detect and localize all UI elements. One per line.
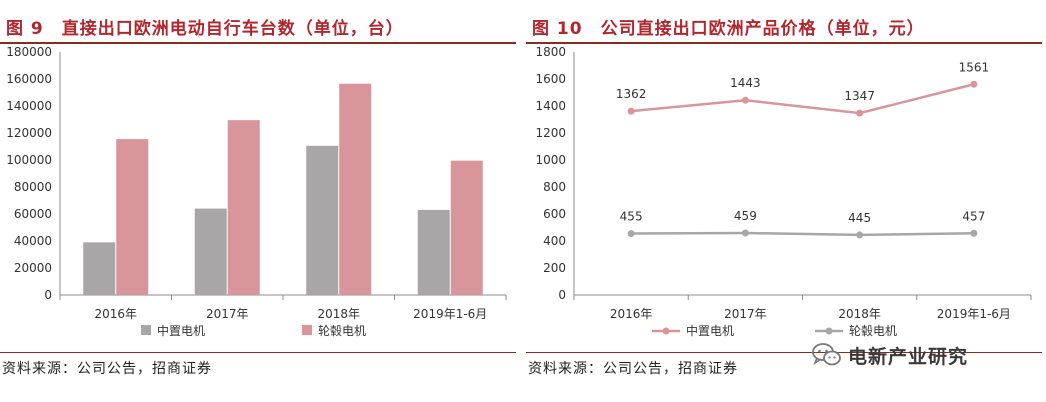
data-point <box>856 231 864 239</box>
y-tick-label: 20000 <box>14 261 52 275</box>
left-title-rule <box>0 42 516 44</box>
legend-swatch <box>302 325 312 335</box>
left-figure-title: 图 9 直接出口欧洲电动自行车台数（单位，台） <box>6 19 404 39</box>
data-point <box>627 230 635 238</box>
right-figure-title: 图 10 公司直接出口欧洲产品价格（单位，元） <box>532 19 925 39</box>
y-tick-label: 80000 <box>14 180 52 194</box>
legend-label: 中置电机 <box>686 323 734 338</box>
x-tick-label: 2016年 <box>610 307 653 321</box>
data-label: 459 <box>734 209 757 223</box>
data-point <box>741 96 749 104</box>
data-label: 445 <box>848 211 871 225</box>
y-tick-label: 160000 <box>6 72 52 86</box>
legend-marker <box>662 327 670 335</box>
right-title-rule <box>526 42 1042 44</box>
x-tick-label: 2018年 <box>838 307 881 321</box>
right-panel: 图 10 公司直接出口欧洲产品价格（单位，元） 0 200 400 600 800 100… <box>526 0 1042 402</box>
legend-swatch <box>141 325 151 335</box>
data-point <box>741 229 749 237</box>
watermark-text: 电新产业研究 <box>848 345 969 368</box>
x-tick-label: 2016年 <box>94 307 137 321</box>
right-bottom-rule <box>526 352 1042 353</box>
y-tick-label: 200 <box>543 261 566 275</box>
y-tick-label: 1800 <box>535 45 566 59</box>
data-label: 1443 <box>730 76 761 90</box>
x-tick-label: 2019年1-6月 <box>937 307 1011 321</box>
y-tick-label: 100000 <box>6 153 52 167</box>
bar <box>450 160 483 295</box>
y-tick-label: 1200 <box>535 126 566 140</box>
bar <box>339 83 372 295</box>
data-point <box>970 229 978 237</box>
legend-label: 中置电机 <box>157 323 205 338</box>
left-panel: 图 9 直接出口欧洲电动自行车台数（单位，台） 0 20000 40000 60000… <box>0 0 516 402</box>
x-tick-label: 2018年 <box>317 307 360 321</box>
y-tick-label: 600 <box>543 207 566 221</box>
left-source-note: 资料来源：公司公告，招商证券 <box>2 361 212 377</box>
y-tick-label: 120000 <box>6 126 52 140</box>
data-point <box>970 80 978 88</box>
wechat-icon <box>812 343 841 366</box>
left-bottom-rule <box>0 352 516 353</box>
y-tick-label: 800 <box>543 180 566 194</box>
series-line <box>631 231 974 237</box>
legend-label: 轮毂电机 <box>849 324 897 338</box>
data-label: 1362 <box>616 87 647 101</box>
bar <box>194 208 227 295</box>
legend-marker <box>825 327 833 335</box>
series-line <box>631 83 975 115</box>
data-label: 1347 <box>844 89 875 103</box>
bar <box>83 242 116 295</box>
y-tick-label: 180000 <box>6 45 52 59</box>
legend-label: 轮毂电机 <box>318 324 366 338</box>
y-tick-label: 1000 <box>535 153 566 167</box>
x-tick-label: 2017年 <box>724 307 767 321</box>
y-tick-label: 400 <box>543 234 566 248</box>
y-tick-label: 1400 <box>535 99 566 113</box>
y-tick-label: 60000 <box>14 207 52 221</box>
x-tick-label: 2019年1-6月 <box>413 307 487 321</box>
y-tick-label: 1600 <box>535 72 566 86</box>
watermark: 电新产业研究 <box>812 337 968 373</box>
y-tick-label: 0 <box>558 288 566 302</box>
right-source-note: 资料来源：公司公告，招商证券 <box>528 361 738 377</box>
data-label: 455 <box>620 210 643 224</box>
y-tick-label: 140000 <box>6 99 52 113</box>
data-point <box>627 107 635 115</box>
data-point <box>856 109 864 117</box>
bar-chart: 0 20000 40000 60000 80000 100000 120000 140000 1… <box>6 45 507 338</box>
data-label: 457 <box>962 209 985 223</box>
bar <box>227 120 260 295</box>
x-tick-label: 2017年 <box>206 307 249 321</box>
line-chart: 0 200 400 600 800 1000 1200 1400 1600 1800 2016年 20… <box>535 45 1032 338</box>
bar <box>306 145 339 295</box>
data-label: 1561 <box>959 60 990 74</box>
y-tick-label: 40000 <box>14 234 52 248</box>
bar <box>417 209 450 295</box>
bar <box>116 139 149 295</box>
y-tick-label: 0 <box>44 288 52 302</box>
